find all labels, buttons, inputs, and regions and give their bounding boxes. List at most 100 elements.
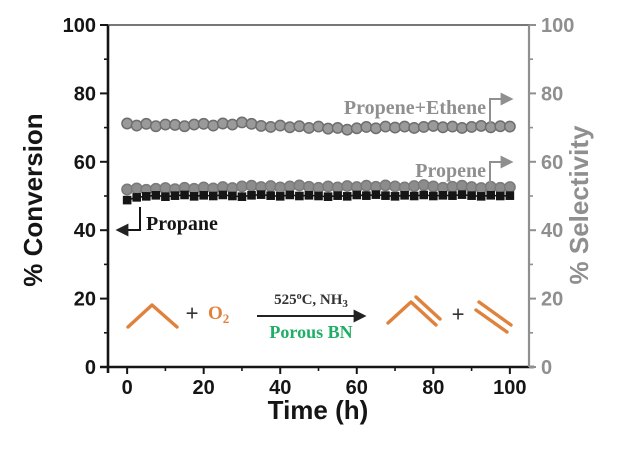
data-point-circle <box>121 183 134 196</box>
series-label-propane: Propane <box>146 213 218 235</box>
y-right-tick-label: 40 <box>541 220 563 242</box>
ethene-bond1-icon <box>477 300 513 327</box>
ethene-bond2-icon <box>474 308 509 334</box>
data-point-circle <box>360 120 373 133</box>
data-point-square <box>218 190 228 200</box>
data-point-circle <box>408 180 421 193</box>
reactant-plus-sign: + <box>185 301 198 326</box>
data-point-circle <box>226 118 239 131</box>
y-right-tick-label: 20 <box>541 289 563 311</box>
data-point-circle <box>245 117 258 130</box>
reaction-conditions: 525oC, NH3 <box>274 291 348 310</box>
data-point-circle <box>169 118 181 131</box>
data-point-circle <box>140 117 153 130</box>
reaction-scheme: + O2 525oC, NH3 Porous BN + <box>126 291 513 342</box>
data-point-circle <box>197 117 210 130</box>
series-label-propene-ethene: Propene+Ethene <box>344 97 486 119</box>
data-point-circle <box>322 122 335 135</box>
data-point-circle <box>283 180 296 193</box>
data-point-square <box>122 195 132 205</box>
propane-left-axis-arrow-icon <box>115 207 141 237</box>
y-right-tick-label: 60 <box>541 152 563 174</box>
data-point-square <box>371 190 381 199</box>
data-point-circle <box>255 119 268 132</box>
data-point-circle <box>264 180 277 193</box>
data-point-square <box>429 191 438 201</box>
data-point-circle <box>389 180 401 193</box>
data-point-square <box>505 191 515 200</box>
data-point-square <box>362 191 371 200</box>
cond-degree: o <box>297 291 302 302</box>
data-point-square <box>266 191 275 200</box>
data-point-square <box>228 191 237 201</box>
o2-label: O2 <box>208 303 229 326</box>
data-point-circle <box>274 181 287 194</box>
y-left-tick-label: 40 <box>74 220 96 242</box>
data-point-square <box>237 192 247 201</box>
data-point-circle <box>264 120 277 133</box>
catalyst-label: Porous BN <box>269 322 352 342</box>
data-point-square <box>400 191 409 200</box>
data-point-square <box>409 191 419 201</box>
data-point-square <box>256 190 266 199</box>
data-point-circle <box>379 179 392 192</box>
data-point-circle <box>503 120 516 133</box>
x-tick-label: 40 <box>269 377 291 399</box>
cond-gas-subscript: 3 <box>342 298 348 310</box>
data-point-circle <box>446 120 459 133</box>
plot-area: 0 0 20 20 40 40 60 60 80 80 100 100 0 20 40 60 80 100 <box>63 15 575 399</box>
data-point-square <box>208 191 218 201</box>
data-point-square <box>247 191 256 200</box>
data-point-circle <box>427 119 440 132</box>
data-point-square <box>495 191 505 201</box>
data-point-circle <box>274 119 287 132</box>
data-point-circle <box>494 181 507 194</box>
data-point-circle <box>130 119 143 132</box>
data-point-circle <box>503 181 516 194</box>
data-point-circle <box>312 120 325 133</box>
data-point-circle <box>302 121 315 134</box>
data-point-square <box>170 191 180 200</box>
propene-right-axis-arrow-icon <box>489 155 514 186</box>
propene-structure-icon <box>386 300 438 327</box>
y-left-tick-label: 0 <box>85 357 96 379</box>
propene-ethene-right-axis-arrow-icon <box>489 92 514 124</box>
data-point-square <box>304 191 314 200</box>
data-point-circle <box>350 122 363 135</box>
data-point-circle <box>417 120 430 133</box>
data-point-square <box>199 191 208 200</box>
data-point-square <box>438 191 448 200</box>
y-axis-title-left: % Conversion <box>18 113 48 286</box>
data-point-square <box>323 192 333 201</box>
data-point-circle <box>475 119 488 132</box>
propene-double-bond-icon <box>414 295 442 321</box>
data-point-circle <box>159 182 172 195</box>
data-point-circle <box>302 180 315 193</box>
o2-base: O <box>208 303 223 324</box>
data-point-circle <box>331 121 344 134</box>
data-point-circle <box>341 123 354 136</box>
data-point-square <box>285 190 295 200</box>
data-point-square <box>390 192 400 201</box>
data-point-circle <box>283 121 296 134</box>
product-plus-sign: + <box>451 302 464 327</box>
data-point-square <box>314 191 323 201</box>
data-point-circle <box>207 119 220 132</box>
y-right-tick-label: 80 <box>541 83 563 105</box>
data-point-circle <box>216 117 229 130</box>
data-point-square <box>457 190 467 199</box>
y-left-tick-label: 100 <box>63 15 96 37</box>
data-point-square <box>275 192 285 201</box>
series-label-propene: Propene <box>415 160 486 182</box>
data-point-square <box>180 190 189 200</box>
data-point-square <box>486 191 496 200</box>
x-axis-title: Time (h) <box>268 395 369 425</box>
data-point-circle <box>236 180 248 193</box>
y-left-tick-label: 20 <box>74 289 96 311</box>
x-tick-label: 100 <box>493 377 526 399</box>
data-point-square <box>381 191 390 200</box>
x-tick-label: 60 <box>346 377 368 399</box>
data-point-square <box>151 191 161 200</box>
y-right-tick-label: 0 <box>541 357 552 379</box>
